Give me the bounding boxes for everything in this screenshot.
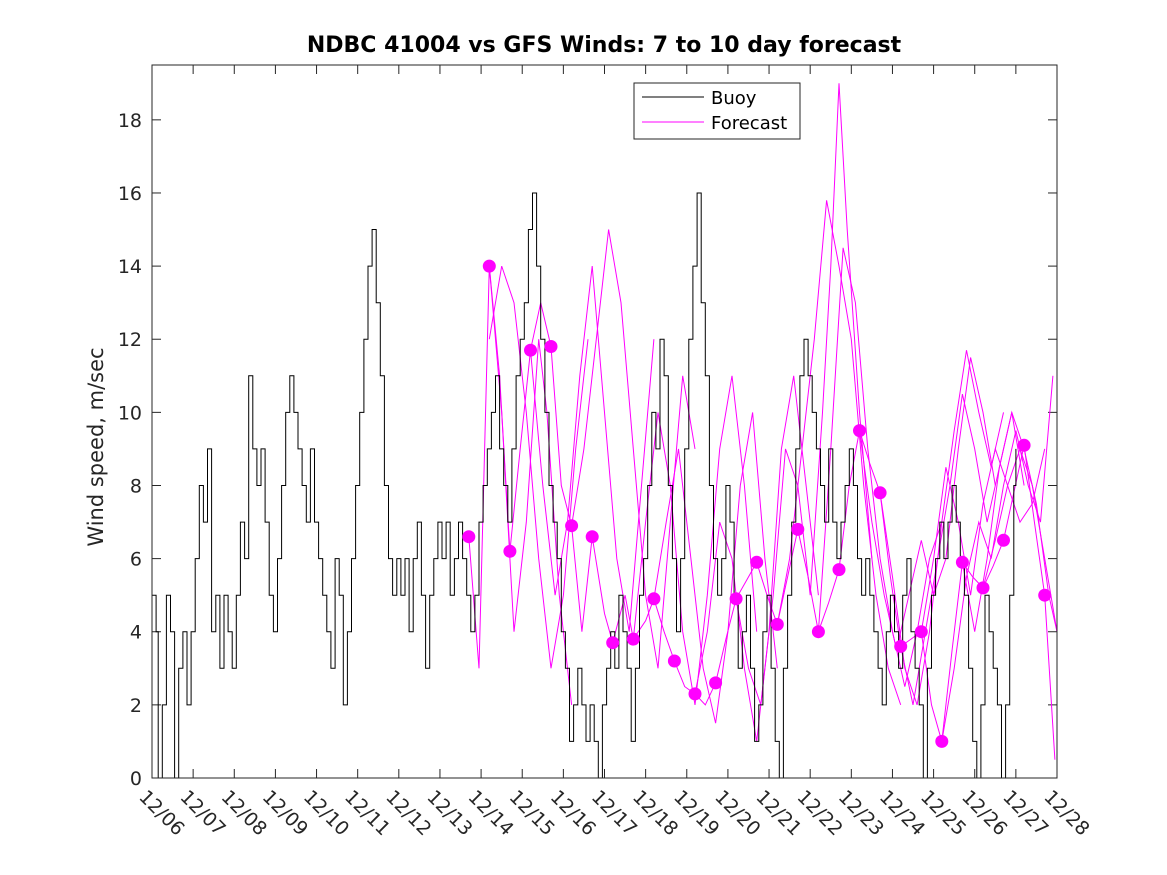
forecast-marker: [750, 555, 764, 569]
y-tick-label: 8: [130, 475, 142, 497]
forecast-run-line: [653, 412, 778, 724]
plot-frame: [151, 64, 1058, 779]
forecast-marker: [832, 563, 846, 577]
forecast-marker: [955, 555, 969, 569]
forecast-run-line: [920, 447, 1046, 632]
y-tick-label: 14: [118, 256, 142, 278]
y-tick-label: 18: [118, 110, 142, 132]
forecast-marker: [997, 533, 1010, 547]
forecast-marker: [976, 581, 990, 595]
forecast-marker: [688, 687, 702, 701]
forecast-marker: [1038, 588, 1052, 602]
forecast-marker: [585, 530, 599, 544]
y-axis-label: Wind speed, m/sec: [84, 347, 108, 546]
forecast-marker: [482, 259, 496, 273]
y-tick-label: 16: [118, 183, 142, 205]
legend-box: [633, 82, 801, 140]
y-tick-label: 12: [118, 329, 142, 351]
forecast-run-line: [941, 375, 1054, 742]
plot-area: [152, 65, 1057, 778]
forecast-marker: [853, 424, 866, 438]
forecast-run-line: [488, 265, 589, 669]
forecast-run-line: [817, 247, 943, 687]
forecast-marker: [873, 486, 887, 500]
forecast-marker: [791, 522, 805, 536]
forecast-markers: [462, 259, 1052, 748]
forecast-marker: [647, 592, 661, 606]
forecast-run-line: [632, 375, 758, 705]
forecast-marker: [503, 544, 517, 558]
forecast-marker: [729, 592, 743, 606]
forecast-marker: [565, 519, 579, 533]
chart-title: NDBC 41004 vs GFS Winds: 7 to 10 day for…: [307, 33, 902, 58]
forecast-marker: [626, 632, 640, 646]
forecast-marker: [709, 676, 723, 690]
forecast-marker: [544, 340, 558, 353]
forecast-run-line: [530, 266, 655, 632]
forecast-marker: [462, 530, 476, 544]
legend-label-buoy: Buoy: [711, 88, 757, 109]
forecast-run-line: [776, 200, 902, 706]
forecast-marker: [894, 639, 908, 653]
forecast-marker: [667, 654, 681, 668]
y-axis-ticks: 0 2 4 6 8 10 12 14 16 18: [118, 110, 1057, 790]
legend-label-forecast: Forecast: [711, 113, 787, 134]
forecast-marker: [524, 343, 537, 357]
forecast-marker: [935, 734, 949, 748]
buoy-step-line: [152, 192, 1017, 779]
y-tick-label: 4: [130, 622, 142, 644]
y-tick-label: 0: [130, 768, 142, 790]
forecast-marker: [1017, 438, 1031, 452]
y-tick-label: 6: [130, 549, 142, 571]
forecast-marker: [770, 617, 784, 631]
y-tick-label: 10: [118, 402, 142, 424]
forecast-marker: [606, 636, 620, 650]
forecast-run-line: [961, 410, 1058, 632]
forecast-run-line: [591, 430, 1056, 760]
legend: Buoy Forecast: [633, 82, 801, 140]
forecast-marker: [914, 625, 928, 639]
y-tick-label: 2: [130, 695, 142, 717]
buoy-series: [152, 192, 1017, 779]
forecast-marker: [811, 625, 825, 639]
forecast-run-line: [859, 357, 996, 651]
